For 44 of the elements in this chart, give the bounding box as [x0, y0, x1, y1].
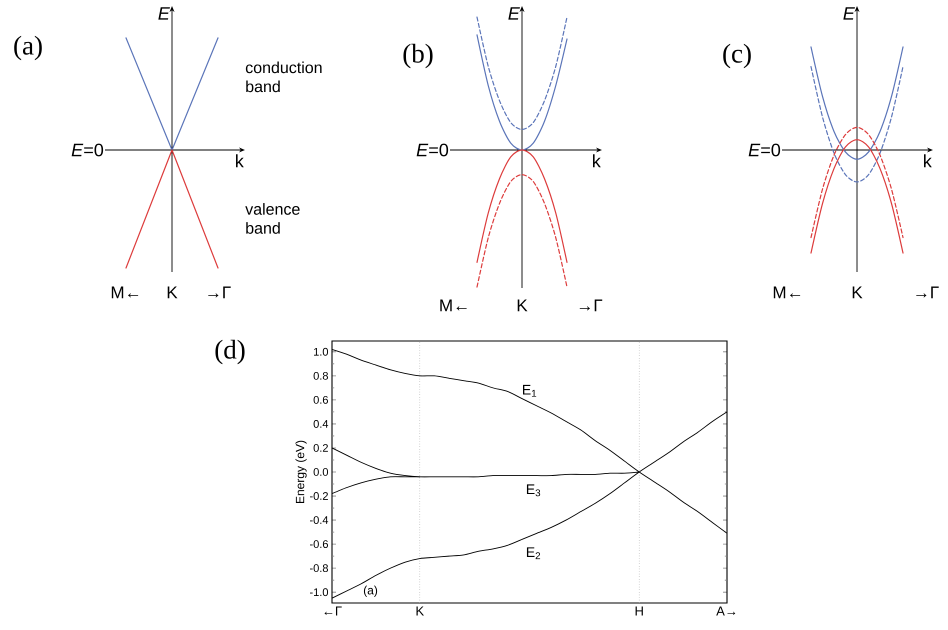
- y-axis-title: Energy (eV): [295, 440, 307, 504]
- x-axis-title: k: [236, 154, 244, 168]
- x-tick-label: →Γ: [916, 286, 939, 298]
- y-tick-label: 0.8: [314, 372, 328, 380]
- x-tick-label: M←: [774, 286, 800, 298]
- text: E=0: [416, 144, 448, 156]
- chart-title: (c): [723, 44, 751, 68]
- text: E=0: [748, 144, 780, 156]
- x-tick-label: M←: [440, 300, 467, 312]
- y-tick-label: 0.0: [314, 468, 328, 476]
- x-tick-label: M←: [112, 286, 138, 298]
- y-axis-title: E: [843, 7, 855, 20]
- y-tick-label: -0.8: [310, 564, 328, 572]
- annotation: (a): [364, 586, 378, 597]
- text: (b): [403, 44, 433, 68]
- text: conduction band: [246, 61, 322, 92]
- y-axis-title: E: [158, 7, 170, 20]
- x-tick-label: →Γ: [580, 300, 602, 312]
- chart-title: (d): [215, 340, 245, 364]
- y-tick-label: 1.0: [314, 348, 328, 356]
- text: E=0: [72, 144, 104, 156]
- x-tick-label: K: [416, 606, 424, 616]
- y-axis-title: E: [508, 7, 520, 20]
- y-tick-label: 0.6: [314, 396, 328, 404]
- x-tick-label: K: [852, 286, 862, 298]
- text: valence band: [245, 203, 300, 234]
- y-tick-label: -0.6: [310, 540, 328, 548]
- x-tick-label: K: [168, 286, 178, 298]
- x-tick-label: ←Γ: [324, 606, 342, 616]
- x-axis-title: k: [924, 154, 932, 168]
- x-axis-title: k: [593, 154, 601, 168]
- y-tick-label: -1.0: [310, 588, 328, 596]
- y-tick-label: -0.2: [310, 492, 328, 500]
- x-tick-label: A→: [716, 606, 736, 616]
- annotation: E$_{3}$: [526, 484, 540, 496]
- x-tick-label: →Γ: [208, 286, 231, 298]
- chart-title: (a): [14, 36, 42, 60]
- y-tick-label: -0.4: [310, 516, 328, 524]
- y-tick-label: 0.4: [314, 420, 328, 428]
- x-tick-label: K: [518, 300, 528, 312]
- y-tick-label: 0.2: [314, 444, 328, 452]
- annotation: E$_{2}$: [526, 547, 540, 560]
- annotation: E$_{1}$: [523, 384, 536, 397]
- x-tick-label: H: [636, 606, 643, 616]
